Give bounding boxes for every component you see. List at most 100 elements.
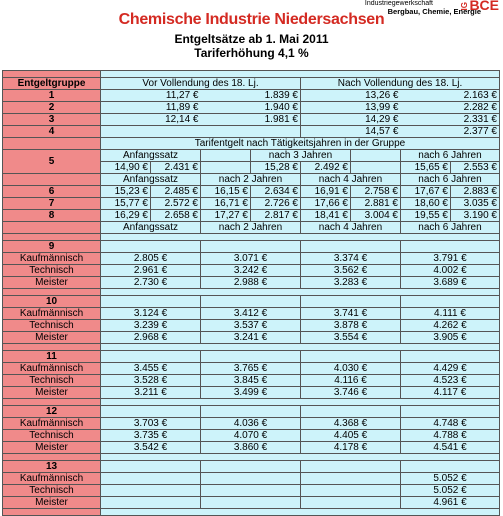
spacer-cell (2, 343, 101, 351)
blank-cell (2, 173, 101, 186)
monthly-rate: 3.791 € (400, 252, 500, 265)
rate-value: 16,71 € (200, 197, 251, 210)
monthly-rate: 4.116 € (300, 374, 401, 387)
monthly-rate: 5.052 € (400, 472, 500, 485)
monthly-rate: 3.845 € (200, 374, 301, 387)
group-number: 1 (2, 89, 101, 102)
monthly-rate: 2.988 € (200, 276, 301, 289)
blank-cell (200, 405, 301, 418)
hourly-rate: 12,14 € (100, 113, 201, 126)
tenure-header-row: Anfangssatz nach 2 Jahren nach 4 Jahren nac… (2, 221, 500, 234)
group-number: 6 (2, 185, 101, 198)
monthly-rate (100, 484, 201, 497)
table-row: Meister 2.730 €2.988 €3.283 €3.689 € (2, 276, 500, 289)
blank-cell (400, 350, 500, 363)
page-subtitle: Entgeltsätze ab 1. Mai 2011 (174, 32, 329, 46)
blank-cell (400, 460, 500, 473)
group-number: 9 (2, 240, 101, 253)
spacer-cell (100, 508, 500, 516)
blank-cell (300, 405, 401, 418)
rate-value: 3.004 € (350, 209, 401, 222)
monthly-rate: 3.071 € (200, 252, 301, 265)
monthly-rate (200, 484, 301, 497)
group-number: 8 (2, 209, 101, 222)
hourly-rate (100, 125, 201, 138)
monthly-rate: 2.730 € (100, 276, 201, 289)
job-category: Technisch (2, 319, 101, 332)
tenure-header: nach 2 Jahren (200, 173, 301, 186)
rate-value: 16,29 € (100, 209, 151, 222)
table-row: Meister 3.211 €3.499 €3.746 €4.117 € (2, 386, 500, 399)
group-number: 3 (2, 113, 101, 126)
monthly-rate: 3.242 € (200, 264, 301, 277)
table-row: Technisch 3.735 €4.070 €4.405 €4.788 € (2, 429, 500, 442)
rate-value: 17,67 € (400, 185, 451, 198)
job-category: Technisch (2, 429, 101, 442)
rate-value: 2.658 € (150, 209, 201, 222)
monthly-rate: 4.036 € (200, 417, 301, 430)
group-number: 4 (2, 125, 101, 138)
page-title: Chemische Industrie Niedersachsen (118, 11, 385, 28)
monthly-rate: 3.239 € (100, 319, 201, 332)
group-number: 5 (2, 149, 101, 174)
monthly-rate: 4.429 € (400, 362, 500, 375)
tenure-header: nach 6 Jahren (400, 173, 500, 186)
spacer-row (2, 288, 500, 296)
rate-value: 14,90 € (100, 161, 151, 174)
spacer-cell (2, 508, 101, 516)
blank-cell (200, 350, 301, 363)
blank-cell (400, 295, 500, 308)
blank-cell (350, 149, 401, 162)
monthly-rate: 3.241 € (200, 331, 301, 344)
blank-cell (2, 137, 101, 150)
spacer-cell (2, 70, 101, 78)
monthly-rate: 5.052 € (400, 484, 500, 497)
spacer-cell (100, 343, 500, 351)
monthly-rate: 3.283 € (300, 276, 401, 289)
rate-value: 2.431 € (150, 161, 201, 174)
monthly-rate: 3.211 € (100, 386, 201, 399)
pay-table: Entgeltgruppe Vor Vollendung des 18. Lj. N… (2, 70, 500, 516)
spacer-row (2, 233, 500, 241)
spacer-cell (2, 398, 101, 406)
monthly-rate (300, 484, 401, 497)
group-column-header: Entgeltgruppe (2, 77, 101, 90)
spacer-row (2, 343, 500, 351)
blank-cell (200, 240, 301, 253)
table-row: 4 14,57 €2.377 € (2, 125, 500, 138)
start-rate-header: Anfangssatz (100, 149, 201, 162)
monthly-rate: 4.030 € (300, 362, 401, 375)
tariff-raise: Tariferhöhung 4,1 % (194, 46, 309, 60)
union-name-top: Industriegewerkschaft (364, 0, 433, 7)
spacer-row (2, 398, 500, 406)
monthly-rate (100, 496, 201, 509)
monthly-rate (200, 125, 301, 138)
group-title-row: 11 (2, 350, 500, 363)
blank-cell (100, 350, 201, 363)
blank-cell (300, 460, 401, 473)
job-category: Kaufmännisch (2, 362, 101, 375)
monthly-rate: 4.788 € (400, 429, 500, 442)
rate-value: 18,41 € (300, 209, 351, 222)
group-title-row: 9 (2, 240, 500, 253)
tenure-header: Anfangssatz (100, 173, 201, 186)
blank-cell (2, 221, 101, 234)
rate-value: 2.492 € (300, 161, 351, 174)
tenure-header: Anfangssatz (100, 221, 201, 234)
spacer-cell (100, 288, 500, 296)
monthly-rate: 4.405 € (300, 429, 401, 442)
spacer-cell (2, 453, 101, 461)
monthly-rate: 4.541 € (400, 441, 500, 454)
blank-cell (100, 295, 201, 308)
tenure-header: nach 4 Jahren (300, 221, 401, 234)
table-row: Kaufmännisch 5.052 € (2, 472, 500, 485)
group-number: 2 (2, 101, 101, 114)
spacer-cell (2, 233, 101, 241)
spacer-cell (2, 288, 101, 296)
table-row: Kaufmännisch 3.703 €4.036 €4.368 €4.748 € (2, 417, 500, 430)
group-number: 12 (2, 405, 101, 418)
rate-value: 17,27 € (200, 209, 251, 222)
hourly-rate: 13,99 € (300, 101, 401, 114)
table-row: 3 12,14 €1.981 €14,29 €2.331 € (2, 113, 500, 126)
rate-value: 15,65 € (400, 161, 451, 174)
